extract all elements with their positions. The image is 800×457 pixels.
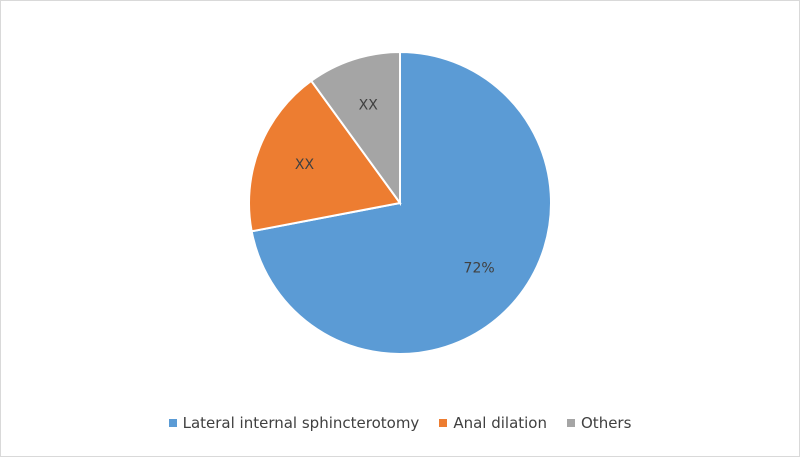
legend-item-anal-dilation: Anal dilation (439, 414, 547, 432)
legend-item-others: Others (567, 414, 631, 432)
pie-slice-anal-dilation (248, 79, 402, 233)
legend-label-others: Others (581, 414, 632, 432)
legend-swatch-others (567, 419, 575, 427)
legend-swatch-anal-dilation (439, 419, 448, 427)
data-label-anal-dilation: XX (295, 157, 315, 173)
data-label-others: XX (359, 97, 379, 113)
legend-label-anal-dilation: Anal dilation (453, 414, 547, 432)
pie-slice-lateral-internal-sphincterotomy (250, 50, 552, 355)
legend: Lateral internal sphincterotomy Anal dil… (0, 412, 800, 434)
pie-chart: 72% XX XX (248, 50, 552, 355)
pie-slice-others (309, 50, 401, 207)
legend-swatch-lateral-internal-sphincterotomy (168, 419, 177, 427)
legend-label-lateral-internal-sphincterotomy: Lateral internal sphincterotomy (182, 414, 420, 432)
data-label-lateral-internal-sphincterotomy: 72% (464, 260, 495, 276)
legend-item-lateral-internal-sphincterotomy: Lateral internal sphincterotomy (168, 414, 420, 432)
